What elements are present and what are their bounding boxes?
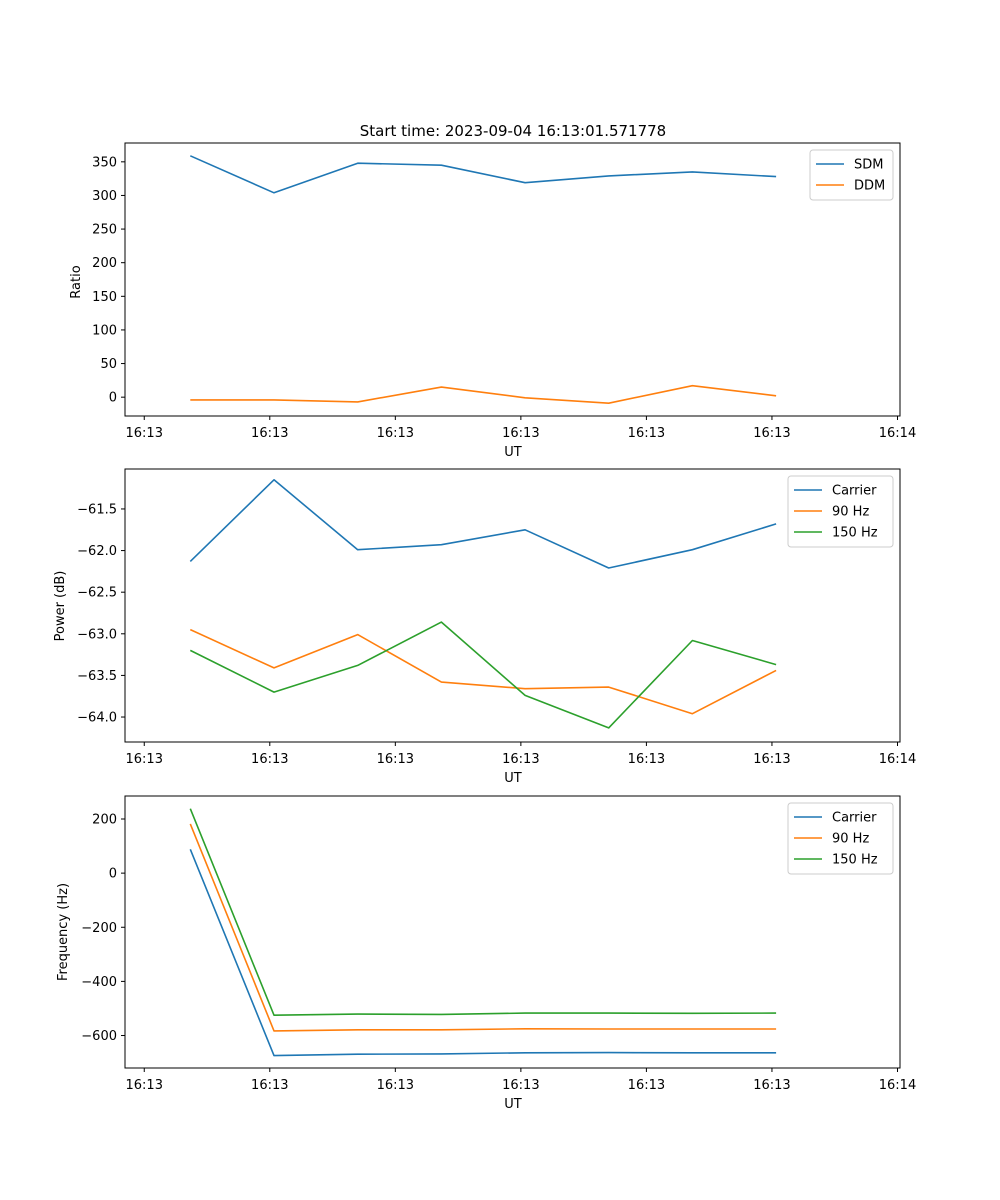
y-tick-label: −63.0 bbox=[77, 627, 117, 642]
x-tick-label: 16:13 bbox=[502, 426, 539, 441]
x-tick-label: 16:13 bbox=[251, 752, 288, 767]
y-tick-label: 100 bbox=[92, 323, 117, 338]
x-axis-label: UT bbox=[504, 1097, 522, 1112]
y-tick-label: −62.0 bbox=[77, 544, 117, 559]
legend-label: 150 Hz bbox=[832, 853, 878, 868]
legend-label: 90 Hz bbox=[832, 505, 869, 520]
x-tick-label: 16:13 bbox=[502, 752, 539, 767]
legend-box bbox=[809, 149, 894, 201]
y-tick-label: 150 bbox=[92, 290, 117, 305]
x-tick-label: 16:13 bbox=[502, 1078, 539, 1093]
x-tick-label: 16:14 bbox=[879, 1078, 916, 1093]
x-tick-label: 16:13 bbox=[628, 1078, 665, 1093]
subplot-frequency: 16:13 16:13 16:13 16:13 16:13 16:13 16:14 −600 −… bbox=[56, 795, 916, 1112]
legend-label: Carrier bbox=[832, 811, 877, 826]
axes-frame bbox=[124, 795, 901, 1069]
legend-label: SDM bbox=[854, 158, 883, 173]
y-axis-label: Frequency (Hz) bbox=[56, 883, 71, 981]
subplot-ratio: Start time: 2023-09-04 16:13:01.571778 1… bbox=[69, 122, 916, 460]
subplot-power: 16:13 16:13 16:13 16:13 16:13 16:13 16:14 −64.0… bbox=[53, 468, 916, 786]
legend-box bbox=[787, 475, 894, 548]
y-tick-label: −400 bbox=[81, 975, 117, 990]
y-tick-label: −64.0 bbox=[77, 711, 117, 726]
y-axis-label: Power (dB) bbox=[53, 571, 68, 642]
y-tick-label: 0 bbox=[109, 391, 117, 406]
x-tick-label: 16:13 bbox=[251, 426, 288, 441]
x-tick-label: 16:13 bbox=[126, 752, 163, 767]
y-tick-label: 200 bbox=[92, 256, 117, 271]
x-axis-label: UT bbox=[504, 771, 522, 786]
x-tick-label: 16:13 bbox=[628, 752, 665, 767]
y-tick-label: 350 bbox=[92, 155, 117, 170]
series-line-90-hz bbox=[189, 628, 777, 715]
y-tick-label: −200 bbox=[81, 921, 117, 936]
series-line-sdm bbox=[189, 155, 777, 194]
x-axis-label: UT bbox=[504, 445, 522, 460]
axes-frame bbox=[124, 468, 901, 743]
series-line-carrier bbox=[189, 848, 777, 1057]
x-tick-label: 16:13 bbox=[753, 426, 790, 441]
x-tick-label: 16:13 bbox=[753, 752, 790, 767]
y-tick-label: 50 bbox=[100, 357, 117, 372]
legend-label: Carrier bbox=[832, 484, 877, 499]
series-line-90-hz bbox=[189, 823, 777, 1032]
y-tick-label: 300 bbox=[92, 189, 117, 204]
series-line-carrier bbox=[189, 478, 777, 569]
x-tick-label: 16:13 bbox=[377, 1078, 414, 1093]
axes-frame bbox=[124, 142, 901, 417]
series-line-ddm bbox=[190, 384, 777, 405]
legend-label: 150 Hz bbox=[832, 526, 878, 541]
x-tick-label: 16:13 bbox=[753, 1078, 790, 1093]
y-tick-label: −600 bbox=[81, 1029, 117, 1044]
x-tick-label: 16:13 bbox=[126, 426, 163, 441]
y-tick-label: 200 bbox=[92, 813, 117, 828]
x-tick-label: 16:13 bbox=[628, 426, 665, 441]
series-line-150-hz bbox=[189, 621, 777, 729]
y-tick-label: 0 bbox=[109, 867, 117, 882]
x-tick-label: 16:14 bbox=[879, 426, 916, 441]
y-tick-label: 250 bbox=[92, 223, 117, 238]
x-tick-label: 16:13 bbox=[126, 1078, 163, 1093]
y-axis-label: Ratio bbox=[69, 265, 84, 298]
x-tick-label: 16:13 bbox=[377, 752, 414, 767]
x-tick-label: 16:13 bbox=[377, 426, 414, 441]
series-line-150-hz bbox=[189, 808, 777, 1017]
x-tick-label: 16:13 bbox=[251, 1078, 288, 1093]
y-tick-label: −61.5 bbox=[77, 502, 117, 517]
legend-label: DDM bbox=[854, 179, 885, 194]
legend-box bbox=[787, 802, 894, 875]
chart-title: Start time: 2023-09-04 16:13:01.571778 bbox=[360, 122, 666, 140]
y-tick-label: −62.5 bbox=[77, 586, 117, 601]
legend-label: 90 Hz bbox=[832, 832, 869, 847]
x-tick-label: 16:14 bbox=[879, 752, 916, 767]
y-tick-label: −63.5 bbox=[77, 669, 117, 684]
